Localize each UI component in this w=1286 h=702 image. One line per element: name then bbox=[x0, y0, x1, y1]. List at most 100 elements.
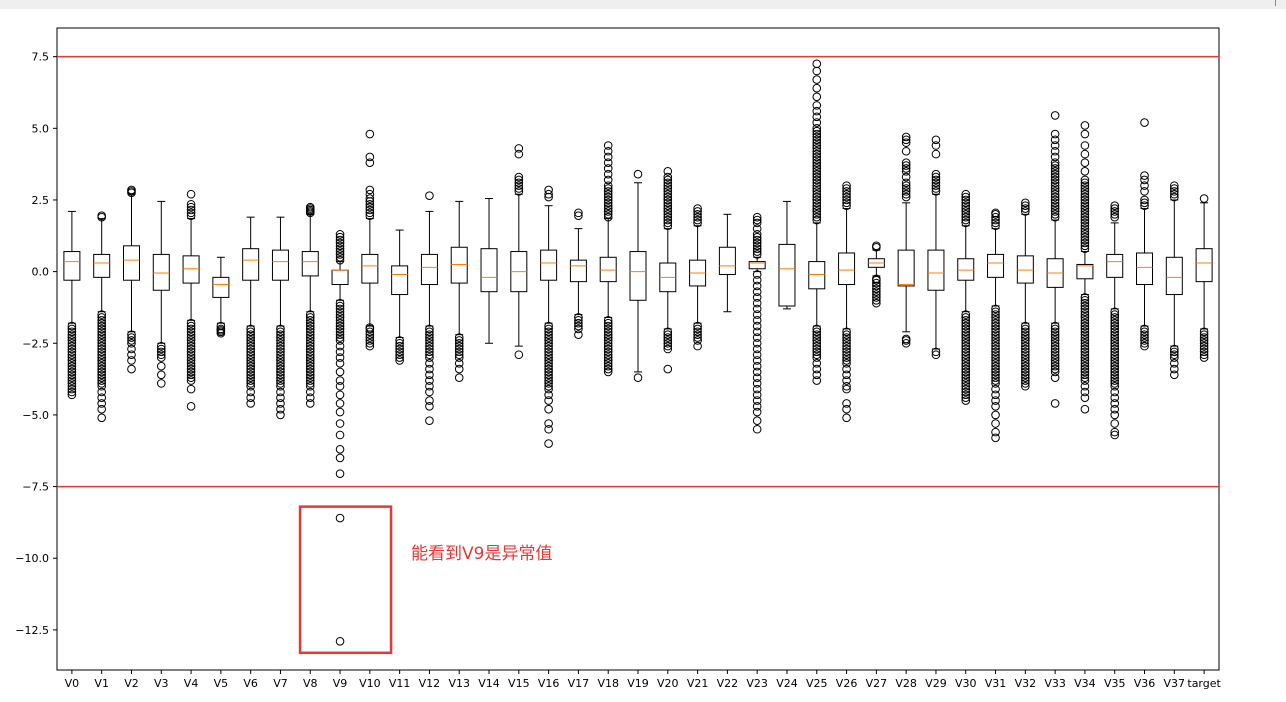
outlier-point bbox=[1021, 321, 1030, 331]
outlier-point bbox=[1021, 207, 1030, 216]
outlier-point bbox=[991, 316, 1000, 325]
outlier-point bbox=[97, 381, 106, 391]
outlier-point bbox=[156, 379, 166, 388]
outlier-point bbox=[425, 327, 434, 337]
x-tick-label: V34 bbox=[1074, 677, 1096, 690]
outlier-point bbox=[1110, 381, 1120, 391]
outlier-point bbox=[1140, 324, 1149, 334]
outlier-point bbox=[97, 359, 106, 368]
outlier-point bbox=[752, 416, 762, 425]
outlier-point bbox=[97, 347, 106, 357]
outlier-point bbox=[1080, 376, 1090, 385]
box bbox=[182, 255, 200, 284]
outlier-point bbox=[544, 381, 553, 391]
outlier-point bbox=[812, 164, 822, 173]
outlier-point bbox=[901, 187, 911, 196]
outlier-point bbox=[454, 350, 464, 360]
outlier-point bbox=[67, 370, 77, 380]
box bbox=[1165, 256, 1183, 296]
outlier-point bbox=[97, 393, 106, 403]
outlier-point bbox=[67, 336, 77, 345]
outlier-point bbox=[1110, 341, 1120, 351]
outlier-point bbox=[395, 347, 404, 357]
outlier-point bbox=[1110, 393, 1120, 403]
outlier-point bbox=[246, 356, 255, 365]
outlier-point bbox=[991, 396, 1000, 405]
outlier-point bbox=[1050, 169, 1060, 179]
outlier-point bbox=[1110, 350, 1120, 360]
outlier-point bbox=[1080, 353, 1090, 362]
outlier-point bbox=[663, 184, 673, 193]
outlier-point bbox=[246, 353, 255, 362]
outlier-point bbox=[1080, 141, 1090, 150]
outlier-point bbox=[961, 215, 971, 225]
box bbox=[480, 248, 498, 293]
outlier-point bbox=[425, 338, 434, 348]
outlier-point bbox=[812, 101, 822, 110]
outlier-point bbox=[305, 324, 315, 334]
outlier-point bbox=[186, 336, 196, 345]
outlier-point bbox=[67, 327, 77, 337]
outlier-point bbox=[365, 189, 375, 199]
outlier-point bbox=[991, 321, 1000, 331]
outlier-point bbox=[1199, 333, 1209, 342]
outlier-point bbox=[1050, 178, 1060, 188]
outlier-point bbox=[1110, 361, 1120, 371]
outlier-point bbox=[1140, 327, 1149, 337]
outlier-point bbox=[991, 212, 1000, 222]
outlier-point bbox=[812, 336, 822, 345]
outlier-point bbox=[305, 338, 315, 348]
outlier-point bbox=[1110, 430, 1120, 440]
outlier-point bbox=[752, 356, 762, 365]
outlier-point bbox=[305, 310, 315, 319]
outlier-point bbox=[961, 347, 971, 357]
outlier-point bbox=[872, 278, 881, 288]
outlier-point bbox=[276, 324, 285, 334]
outlier-point bbox=[67, 367, 77, 377]
x-tick-label: V30 bbox=[955, 677, 977, 690]
outlier-point bbox=[1050, 209, 1060, 219]
outlier-point bbox=[603, 169, 613, 179]
outlier-point bbox=[425, 359, 434, 368]
outlier-point bbox=[603, 316, 613, 325]
x-tick-label: V3 bbox=[154, 677, 169, 690]
x-tick-label: V15 bbox=[508, 677, 530, 690]
outlier-point bbox=[305, 333, 315, 342]
outlier-point bbox=[246, 376, 255, 385]
outlier-point bbox=[246, 399, 255, 408]
outlier-point bbox=[186, 359, 196, 368]
box bbox=[987, 253, 1005, 278]
outlier-point bbox=[1080, 218, 1090, 228]
outlier-point bbox=[1050, 175, 1060, 185]
outlier-point bbox=[1050, 141, 1060, 150]
outlier-point bbox=[1199, 341, 1209, 351]
outlier-point bbox=[752, 350, 762, 360]
outlier-point bbox=[276, 376, 285, 385]
outlier-point bbox=[1110, 387, 1120, 397]
outlier-point bbox=[186, 338, 196, 348]
outlier-point bbox=[97, 413, 106, 423]
outlier-point bbox=[186, 402, 196, 411]
outlier-point bbox=[1140, 171, 1149, 180]
outlier-point bbox=[961, 192, 971, 202]
outlier-point bbox=[425, 344, 434, 354]
outlier-point bbox=[812, 132, 822, 142]
outlier-point bbox=[603, 152, 613, 162]
outlier-point bbox=[216, 328, 226, 338]
outlier-point bbox=[752, 275, 762, 285]
outlier-point bbox=[603, 198, 613, 208]
outlier-point bbox=[1050, 207, 1060, 216]
outlier-point bbox=[574, 211, 583, 221]
outlier-point bbox=[335, 390, 345, 400]
outlier-point bbox=[425, 387, 434, 397]
outlier-point bbox=[544, 356, 553, 365]
outlier-point bbox=[931, 141, 941, 150]
outlier-point bbox=[514, 350, 524, 360]
outlier-point bbox=[842, 350, 851, 360]
outlier-point bbox=[812, 129, 822, 139]
outlier-point bbox=[1080, 301, 1090, 311]
outlier-point bbox=[186, 324, 196, 334]
outlier-point bbox=[1080, 307, 1090, 317]
outlier-point bbox=[305, 364, 315, 374]
